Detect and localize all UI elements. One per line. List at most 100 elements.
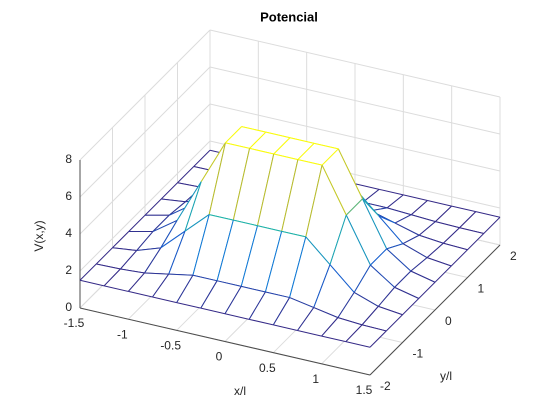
mesh-face	[362, 189, 404, 208]
mesh-face	[209, 142, 250, 221]
mesh-face	[225, 286, 266, 320]
mesh-edge	[426, 242, 444, 259]
mesh-face	[241, 225, 282, 292]
z-tick-label: 0	[65, 300, 72, 314]
mesh-edge	[337, 292, 355, 318]
mesh-edge	[483, 216, 501, 234]
mesh-edge	[394, 270, 412, 288]
mesh-edge	[225, 142, 250, 149]
mesh-edge	[272, 297, 291, 326]
mesh-edge	[329, 264, 355, 293]
mesh-face	[233, 148, 274, 226]
mesh-edge	[152, 273, 170, 298]
mesh-face	[136, 220, 178, 251]
mesh-edge	[337, 148, 363, 200]
mesh-edge	[127, 272, 145, 292]
mesh-edge	[411, 214, 436, 223]
mesh-edge	[410, 257, 428, 272]
z-axis-label: V(x,y)	[32, 220, 46, 251]
mesh-edge	[79, 279, 105, 287]
mesh-edge	[240, 225, 258, 287]
mesh-face	[370, 207, 412, 224]
mesh-edge	[313, 264, 331, 308]
mesh-edge	[177, 166, 195, 184]
mesh-edge	[249, 147, 274, 155]
mesh-edge	[264, 231, 283, 293]
grid-line	[79, 103, 211, 235]
mesh-edge	[128, 290, 153, 298]
mesh-edge	[160, 182, 178, 200]
x-axis-label: x/l	[234, 384, 246, 398]
mesh-edge	[241, 126, 266, 133]
mesh-face	[152, 274, 193, 303]
mesh-edge	[120, 250, 138, 270]
mesh-edge	[450, 249, 468, 267]
mesh-face	[144, 231, 185, 275]
mesh-edge	[362, 198, 388, 250]
mesh-edge	[289, 297, 314, 309]
z-tick-label: 8	[65, 152, 72, 166]
mesh-edge	[321, 164, 347, 216]
mesh-edge	[394, 214, 412, 224]
mesh-edge	[475, 211, 501, 218]
mesh-face	[225, 126, 266, 149]
mesh-face	[346, 198, 387, 266]
mesh-edge	[345, 214, 371, 266]
mesh-edge	[224, 286, 242, 315]
mesh-edge	[176, 181, 202, 221]
mesh-edge	[386, 243, 404, 250]
mesh-edge	[410, 270, 436, 283]
mesh-face	[273, 137, 315, 160]
mesh-edge	[345, 341, 371, 348]
mesh-edge	[176, 302, 201, 309]
mesh-edge	[248, 291, 266, 320]
mesh-edge	[112, 247, 137, 252]
mesh-edge	[200, 142, 226, 182]
mesh-face	[443, 227, 484, 250]
mesh-edge	[216, 220, 234, 281]
mesh-edge	[362, 198, 380, 217]
mesh-edge	[305, 236, 331, 266]
mesh-edge	[152, 296, 177, 304]
mesh-edge	[104, 285, 129, 292]
mesh-edge	[265, 131, 291, 139]
mesh-face	[411, 200, 452, 222]
mesh-edge	[103, 268, 121, 287]
mesh-edge	[273, 153, 299, 161]
mesh-face	[395, 214, 436, 236]
mesh-edge	[418, 281, 436, 299]
mesh-face	[200, 280, 242, 314]
x-tick-label: -0.5	[160, 339, 181, 353]
mesh-edge	[168, 273, 193, 276]
mesh-edge	[168, 231, 186, 275]
x-tick-label: 0.5	[259, 361, 276, 375]
mesh-face	[120, 247, 161, 273]
mesh-edge	[386, 207, 412, 216]
mesh-edge	[193, 149, 211, 167]
mesh-edge	[297, 307, 315, 331]
mesh-face	[281, 159, 323, 237]
x-tick-label: 1.5	[356, 383, 373, 397]
mesh-edge	[451, 205, 476, 213]
mesh-edge	[120, 268, 145, 274]
mesh-face	[378, 215, 420, 244]
mesh-edge	[305, 165, 323, 238]
mesh-face	[249, 291, 290, 325]
mesh-edge	[297, 142, 315, 160]
mesh-edge	[321, 317, 339, 337]
mesh-face	[321, 317, 363, 342]
grid-line	[79, 140, 211, 272]
x-axis	[79, 307, 371, 376]
mesh-edge	[208, 142, 226, 215]
mesh-edge	[410, 200, 428, 216]
mesh-edge	[257, 225, 282, 232]
mesh-edge	[419, 234, 444, 244]
mesh-face	[168, 214, 210, 276]
mesh-edge	[313, 307, 339, 319]
mesh-edge	[297, 330, 322, 337]
mesh-edge	[95, 247, 113, 265]
x-tick-label: -1.5	[64, 316, 85, 330]
mesh-face	[112, 231, 153, 251]
z-tick-label: 4	[65, 226, 72, 240]
